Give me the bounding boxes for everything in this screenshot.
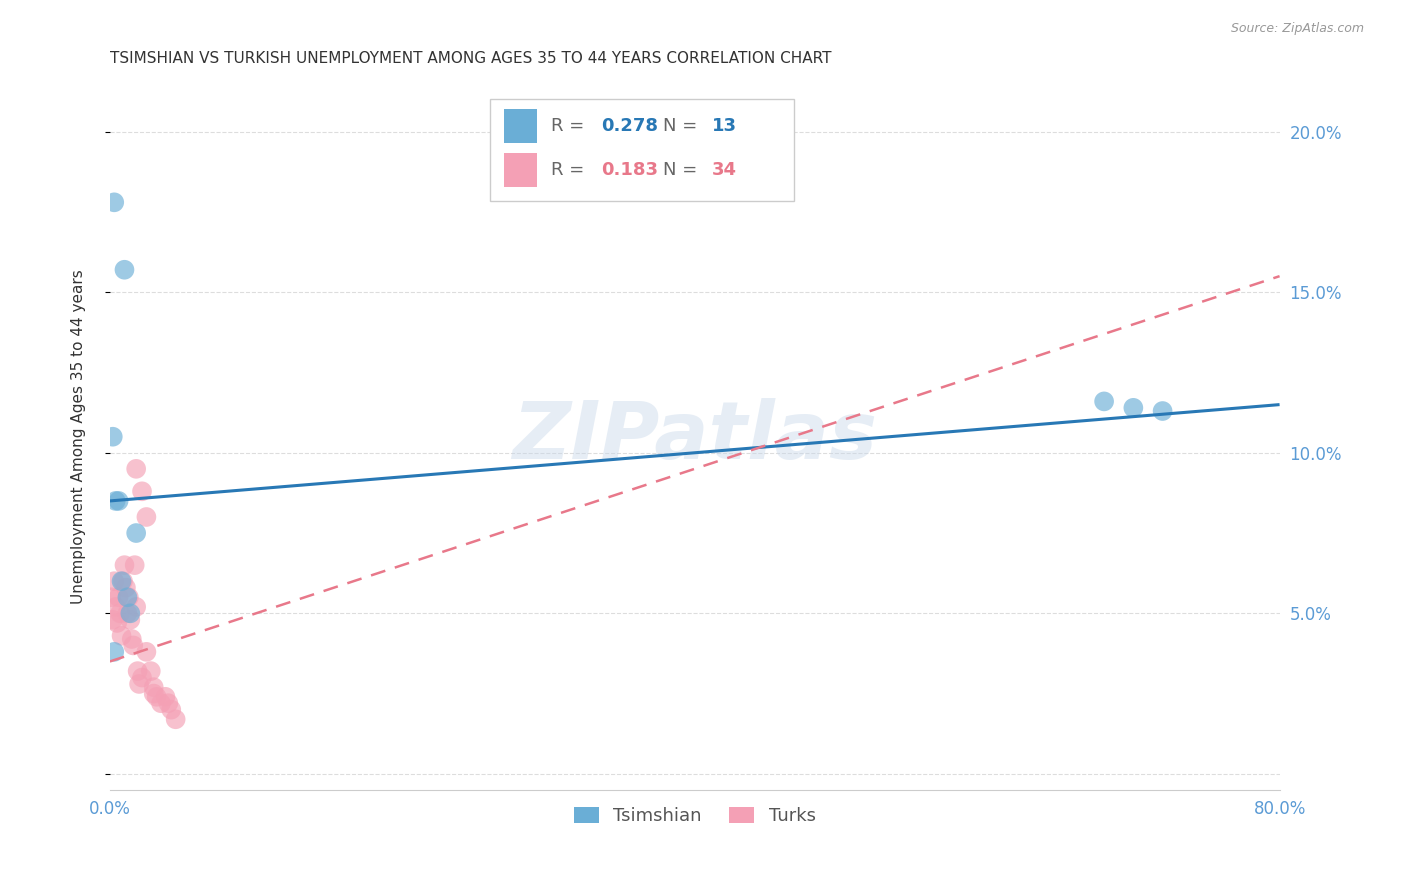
Bar bbox=[503, 153, 537, 186]
Point bbox=[110, 629, 132, 643]
Y-axis label: Unemployment Among Ages 35 to 44 years: Unemployment Among Ages 35 to 44 years bbox=[72, 269, 86, 604]
Point bbox=[142, 687, 165, 701]
Text: TSIMSHIAN VS TURKISH UNEMPLOYMENT AMONG AGES 35 TO 44 YEARS CORRELATION CHART: TSIMSHIAN VS TURKISH UNEMPLOYMENT AMONG … bbox=[110, 51, 831, 66]
Point bbox=[125, 526, 148, 541]
Point bbox=[114, 558, 136, 573]
Point bbox=[125, 462, 148, 476]
Point bbox=[142, 680, 165, 694]
Text: 0.278: 0.278 bbox=[602, 117, 658, 135]
Point bbox=[107, 494, 129, 508]
Text: 0.183: 0.183 bbox=[602, 161, 658, 178]
Text: Source: ZipAtlas.com: Source: ZipAtlas.com bbox=[1230, 22, 1364, 36]
Point bbox=[103, 195, 125, 210]
Point bbox=[114, 262, 136, 277]
Point bbox=[135, 510, 157, 524]
Point bbox=[155, 690, 177, 704]
Point bbox=[124, 558, 146, 573]
Point bbox=[110, 574, 132, 589]
Point bbox=[101, 613, 124, 627]
Point bbox=[120, 607, 142, 621]
Point bbox=[103, 574, 125, 589]
Point bbox=[118, 591, 141, 605]
Bar bbox=[503, 109, 537, 143]
Point bbox=[1122, 401, 1144, 415]
Point bbox=[1152, 404, 1174, 418]
Point bbox=[105, 615, 128, 630]
Text: ZIPatlas: ZIPatlas bbox=[512, 398, 877, 475]
Point bbox=[145, 690, 167, 704]
Legend: Tsimshian, Turks: Tsimshian, Turks bbox=[565, 797, 825, 834]
Point bbox=[165, 712, 187, 726]
Point bbox=[125, 599, 148, 614]
Text: R =: R = bbox=[551, 161, 591, 178]
Text: N =: N = bbox=[664, 161, 703, 178]
Point bbox=[131, 484, 153, 499]
Point bbox=[120, 613, 142, 627]
Point bbox=[108, 607, 131, 621]
Point bbox=[157, 696, 180, 710]
FancyBboxPatch shape bbox=[491, 99, 794, 202]
Point bbox=[101, 430, 124, 444]
Point bbox=[1092, 394, 1115, 409]
Point bbox=[117, 591, 139, 605]
Point bbox=[128, 677, 150, 691]
Point bbox=[100, 591, 122, 605]
Text: N =: N = bbox=[664, 117, 703, 135]
Point bbox=[122, 639, 145, 653]
Text: 34: 34 bbox=[713, 161, 737, 178]
Point bbox=[131, 671, 153, 685]
Point bbox=[111, 574, 134, 589]
Point bbox=[135, 645, 157, 659]
Point bbox=[104, 494, 127, 508]
Point bbox=[103, 645, 125, 659]
Point bbox=[115, 581, 138, 595]
Point bbox=[160, 703, 183, 717]
Text: R =: R = bbox=[551, 117, 591, 135]
Point bbox=[150, 696, 173, 710]
Point bbox=[107, 591, 129, 605]
Point bbox=[117, 607, 139, 621]
Text: 13: 13 bbox=[713, 117, 737, 135]
Point bbox=[127, 664, 149, 678]
Point bbox=[139, 664, 162, 678]
Point bbox=[104, 599, 127, 614]
Point bbox=[121, 632, 143, 646]
